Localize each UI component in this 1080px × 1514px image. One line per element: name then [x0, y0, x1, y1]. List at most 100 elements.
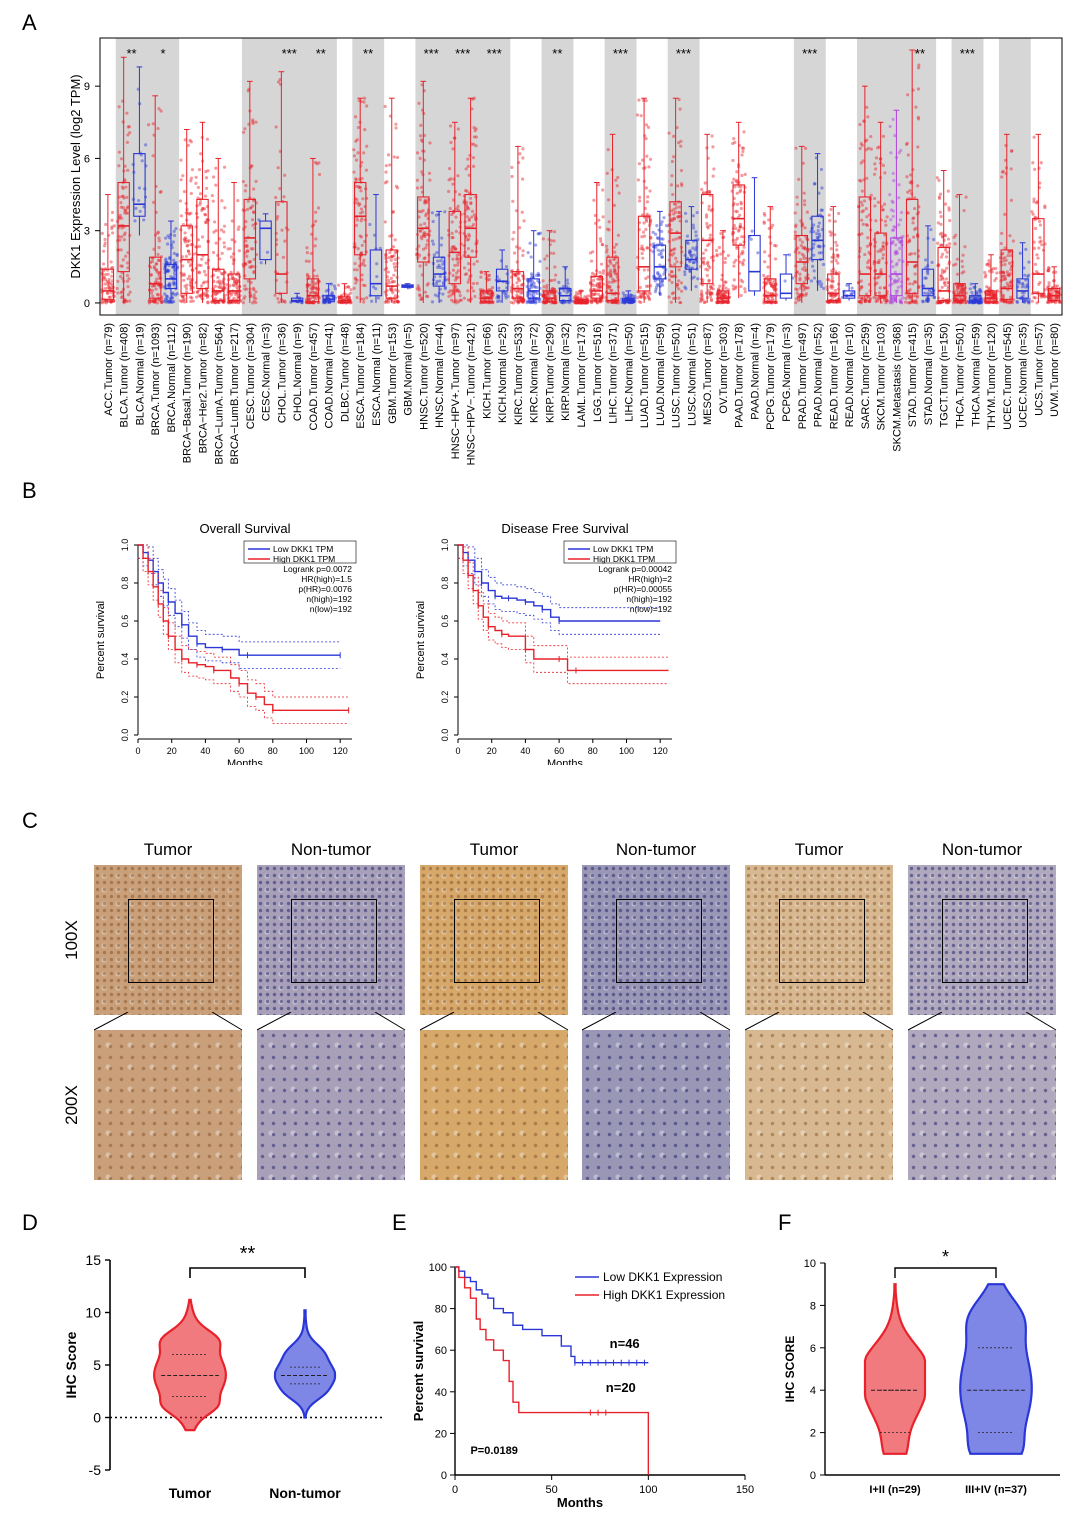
- data-point: [358, 211, 363, 215]
- data-point: [865, 215, 869, 219]
- data-point: [936, 221, 940, 225]
- data-point: [516, 276, 520, 280]
- data-point: [110, 218, 114, 222]
- data-point: [200, 284, 204, 288]
- data-point: [642, 268, 646, 272]
- y-tick-label: 0.8: [120, 577, 130, 590]
- data-point: [812, 230, 816, 234]
- data-point: [669, 300, 673, 304]
- data-point: [107, 281, 111, 285]
- data-point: [436, 265, 440, 269]
- data-point: [386, 300, 391, 304]
- data-point: [514, 273, 518, 277]
- data-point: [424, 212, 428, 216]
- data-point: [732, 278, 736, 282]
- data-point: [104, 222, 108, 227]
- data-point: [655, 282, 659, 287]
- data-point: [560, 300, 564, 305]
- data-point: [939, 274, 943, 278]
- data-point: [235, 291, 239, 295]
- data-point: [514, 209, 519, 213]
- data-point: [646, 125, 651, 129]
- data-point: [1018, 251, 1022, 255]
- data-point: [423, 256, 427, 260]
- data-point: [521, 299, 525, 303]
- data-point: [732, 223, 737, 228]
- data-point: [731, 141, 735, 146]
- data-point: [218, 282, 223, 286]
- data-point: [246, 199, 250, 203]
- data-point: [680, 289, 684, 293]
- data-point: [370, 299, 374, 303]
- data-point: [236, 301, 241, 305]
- data-point: [451, 273, 455, 278]
- data-point: [812, 182, 817, 186]
- data-point: [314, 297, 318, 301]
- data-point: [906, 93, 910, 97]
- data-point: [215, 280, 220, 284]
- data-point: [538, 259, 542, 263]
- box: [338, 296, 351, 304]
- data-point: [110, 299, 114, 304]
- data-point: [360, 243, 364, 247]
- data-point: [678, 107, 682, 111]
- data-point: [913, 252, 917, 256]
- data-point: [119, 200, 123, 205]
- data-point: [874, 156, 879, 160]
- data-point: [362, 297, 366, 301]
- data-point: [739, 225, 743, 229]
- data-point: [641, 246, 645, 251]
- data-point: [993, 293, 997, 298]
- data-point: [704, 215, 709, 219]
- data-point: [598, 299, 602, 304]
- stat-text: HR(high)=1.5: [301, 574, 352, 584]
- box: [385, 249, 398, 299]
- data-point: [202, 207, 207, 211]
- data-point: [963, 245, 967, 249]
- data-point: [940, 285, 944, 289]
- data-point: [424, 232, 428, 236]
- data-point: [723, 291, 727, 295]
- data-point: [545, 292, 549, 296]
- data-point: [938, 232, 942, 236]
- data-point: [126, 293, 131, 297]
- data-point: [222, 300, 226, 305]
- data-point: [660, 242, 664, 246]
- non-tumor-ihc-image-100x: [257, 865, 405, 1015]
- data-point: [252, 286, 256, 290]
- data-point: [614, 300, 618, 304]
- data-point: [708, 284, 713, 289]
- data-point: [532, 284, 536, 288]
- data-point: [677, 214, 681, 219]
- data-point: [701, 260, 705, 264]
- data-point: [236, 300, 240, 305]
- data-point: [324, 289, 329, 293]
- data-point: [688, 269, 692, 273]
- x-axis-label: Months: [227, 758, 264, 765]
- data-point: [453, 247, 458, 251]
- data-point: [872, 196, 877, 201]
- y-axis-label: IHC Score: [63, 1331, 79, 1398]
- data-point: [384, 300, 389, 304]
- significance-mark: **: [552, 46, 562, 61]
- data-point: [152, 265, 156, 269]
- data-point: [699, 289, 704, 293]
- data-point: [883, 233, 887, 237]
- data-point: [953, 242, 957, 246]
- data-point: [392, 273, 396, 277]
- data-point: [660, 255, 664, 259]
- significance-mark: ***: [487, 46, 502, 61]
- data-point: [450, 247, 454, 251]
- data-point: [121, 186, 125, 191]
- data-point: [608, 275, 613, 279]
- data-point: [699, 296, 703, 301]
- data-point: [204, 291, 208, 295]
- data-point: [251, 118, 255, 122]
- x-category-label: PRAD.Tumor (n=497): [797, 323, 809, 429]
- data-point: [676, 215, 680, 219]
- data-point: [174, 293, 178, 297]
- data-point: [586, 294, 590, 298]
- data-point: [677, 205, 681, 209]
- legend-label: Low DKK1 Expression: [603, 1270, 722, 1284]
- data-point: [465, 189, 469, 193]
